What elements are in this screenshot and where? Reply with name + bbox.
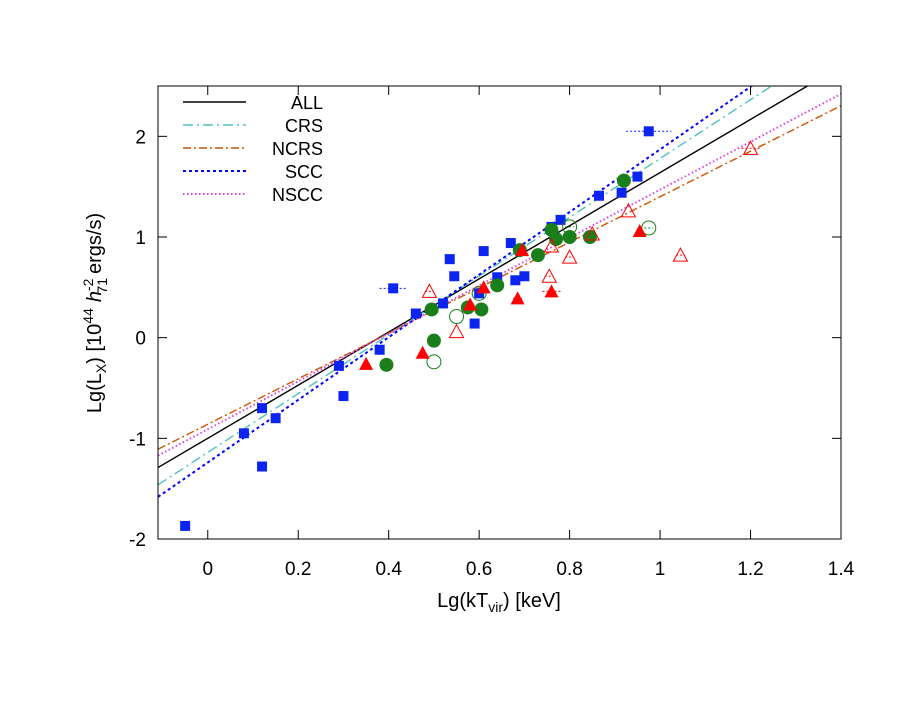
data-point-square — [469, 318, 480, 329]
data-point-square — [643, 126, 654, 137]
data-point-triangle-filled — [510, 291, 525, 305]
x-tick-label: 1.4 — [828, 559, 855, 580]
fit-line-all — [158, 86, 809, 469]
data-point-triangle-open — [742, 140, 759, 155]
data-point-triangle-open — [620, 202, 637, 218]
data-point-circle-open — [471, 285, 487, 301]
x-tick-label: 0.8 — [556, 559, 582, 580]
y-tick-label: 1 — [135, 228, 146, 249]
fit-line-crs — [158, 86, 773, 486]
plot-frame — [157, 85, 842, 540]
legend-label-crs: CRS — [285, 116, 323, 136]
x-tick-label: 0.2 — [285, 559, 311, 580]
data-point-triangle-filled — [544, 284, 559, 298]
legend-label-nscc: NSCC — [272, 185, 323, 205]
data-point-circle-filled — [426, 333, 441, 348]
data-point-triangle-open — [541, 268, 558, 283]
data-point-square — [257, 461, 268, 472]
data-point-square — [437, 298, 448, 309]
data-point-circle-filled — [530, 248, 545, 263]
y-axis-title: Lg(LX) [1044h-271ergs/s) — [80, 213, 110, 413]
x-axis-title-subscript: vir — [488, 599, 503, 615]
data-point-circle-open — [449, 309, 465, 325]
data-point-circle-open — [562, 219, 578, 235]
x-tick-label: 1 — [655, 559, 666, 580]
legend-label-ncrs: NCRS — [272, 139, 323, 159]
data-point-square — [616, 187, 627, 198]
data-point-square — [410, 308, 421, 319]
data-point-triangle-filled — [359, 356, 374, 370]
data-point-square — [449, 271, 460, 282]
y-tick-label: -1 — [129, 429, 146, 450]
x-tick-label: 0 — [202, 559, 213, 580]
data-point-square — [555, 214, 566, 225]
data-point-circle-filled — [490, 278, 505, 293]
data-point-square — [270, 413, 281, 424]
x-tick-label: 0.6 — [466, 559, 492, 580]
data-point-circle-filled — [616, 173, 631, 188]
data-point-triangle-open — [448, 323, 465, 339]
legend-label-all: ALL — [291, 93, 323, 113]
data-point-square — [632, 171, 643, 182]
data-point-square — [519, 271, 530, 282]
data-point-square — [374, 344, 385, 355]
data-point-triangle-open — [561, 249, 578, 264]
data-point-triangle-filled — [515, 243, 530, 257]
x-axis-title: Lg(kTvir) [keV] — [437, 590, 561, 615]
y-tick-label: -2 — [129, 530, 146, 551]
data-point-square — [444, 254, 455, 265]
data-point-triangle-open — [672, 247, 689, 262]
data-point-square — [510, 275, 521, 286]
legend: ALL CRS NCRS SCC NSCC — [183, 93, 323, 205]
data-point-circle-open — [426, 354, 442, 370]
legend-label-scc: SCC — [285, 162, 323, 182]
data-point-square — [338, 391, 349, 402]
data-point-square — [474, 288, 485, 299]
data-point-triangle-open — [421, 283, 438, 298]
x-tick-label: 0.4 — [375, 559, 402, 580]
data-point-triangle-filled — [415, 345, 430, 359]
data-point-triangle-open — [543, 238, 560, 253]
y-tick-label: 2 — [135, 127, 146, 148]
data-point-circle-filled — [424, 302, 439, 317]
data-point-triangle-filled — [476, 280, 491, 294]
data-point-square — [492, 272, 503, 283]
data-point-triangle-filled — [632, 223, 647, 237]
data-point-square — [333, 360, 344, 371]
data-point-square — [388, 283, 399, 294]
data-point-square — [478, 246, 489, 257]
data-point-triangle-filled — [463, 297, 478, 311]
data-point-circle-filled — [379, 357, 394, 372]
data-point-square — [238, 428, 249, 439]
data-point-square — [505, 238, 516, 249]
data-point-circle-filled — [582, 230, 597, 244]
data-point-square — [594, 190, 605, 201]
y-tick-label: 0 — [135, 329, 146, 350]
x-tick-label: 1.2 — [737, 559, 763, 580]
data-point-circle-filled — [549, 232, 564, 247]
data-point-triangle-open — [584, 225, 601, 241]
fit-line-nscc — [158, 92, 841, 457]
data-point-square — [257, 403, 268, 414]
data-point-circle-filled — [474, 302, 489, 317]
data-point-square — [180, 520, 191, 531]
